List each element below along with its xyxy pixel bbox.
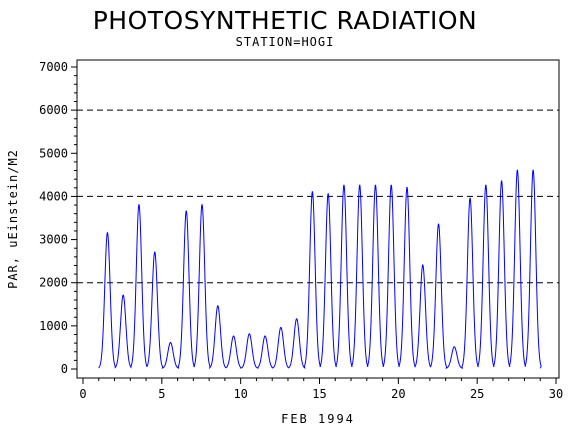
- x-tick-label: 0: [79, 387, 86, 401]
- x-axis-label: FEB 1994: [281, 412, 355, 426]
- series-line-par: [98, 169, 542, 370]
- y-tick-label: 4000: [39, 189, 68, 203]
- y-tick-label: 5000: [39, 146, 68, 160]
- plot-frame: [76, 59, 560, 379]
- x-tick-label: 15: [312, 387, 326, 401]
- y-tick-label: 6000: [39, 103, 68, 117]
- y-tick-label: 1000: [39, 319, 68, 333]
- x-tick-label: 20: [391, 387, 405, 401]
- y-tick-label: 0: [61, 362, 68, 376]
- chart-subtitle: STATION=HOGI: [235, 35, 335, 49]
- x-tick-label: 25: [470, 387, 484, 401]
- chart-title: PHOTOSYNTHETIC RADIATION: [92, 6, 478, 35]
- x-tick-label: 5: [158, 387, 165, 401]
- y-tick-label: 7000: [39, 60, 68, 74]
- y-tick-label: 3000: [39, 233, 68, 247]
- x-tick-label: 30: [549, 387, 563, 401]
- y-tick-label: 2000: [39, 276, 68, 290]
- x-tick-label: 10: [233, 387, 247, 401]
- y-axis-label: PAR, uEinstein/M2: [6, 149, 20, 289]
